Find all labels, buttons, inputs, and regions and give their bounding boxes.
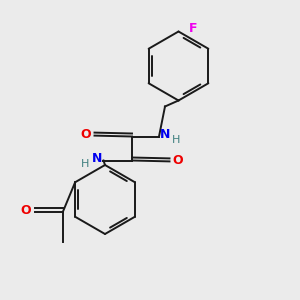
Text: H: H	[81, 159, 90, 169]
Text: F: F	[189, 22, 197, 35]
Text: O: O	[81, 128, 92, 142]
Text: O: O	[21, 204, 32, 217]
Text: N: N	[160, 128, 170, 142]
Text: H: H	[172, 135, 180, 145]
Text: N: N	[92, 152, 103, 166]
Text: O: O	[172, 154, 183, 167]
